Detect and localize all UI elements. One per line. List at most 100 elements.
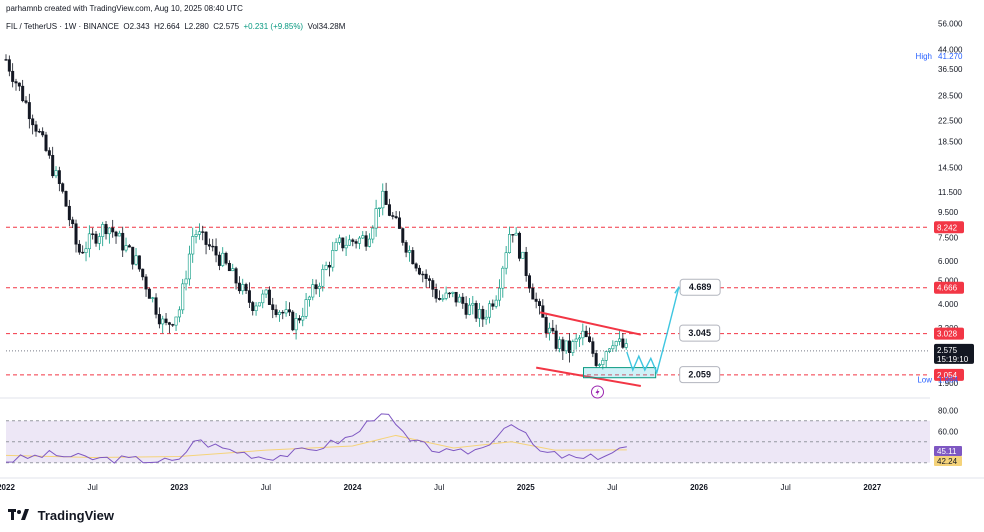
level-label-bg xyxy=(934,221,964,234)
rsi-tick-label: 60.00 xyxy=(938,427,959,436)
candle-body xyxy=(261,293,265,304)
high-value: H2.664 xyxy=(154,22,180,31)
candle-body xyxy=(244,284,248,291)
candle-body xyxy=(47,150,51,156)
candle-body xyxy=(237,282,241,292)
x-tick-label: Jul xyxy=(781,483,791,492)
candle-body xyxy=(287,309,291,313)
candle-body xyxy=(284,309,288,314)
candle-body xyxy=(461,296,465,304)
candle-body xyxy=(254,305,258,312)
candle-body xyxy=(441,298,445,300)
candle-body xyxy=(97,236,101,244)
candle-body xyxy=(514,232,518,236)
candle-body xyxy=(447,292,451,295)
x-tick-label: 2022 xyxy=(0,483,15,492)
candle-body xyxy=(387,204,391,216)
candle-body xyxy=(521,251,525,259)
candle-body xyxy=(557,339,561,349)
candle-body xyxy=(267,289,271,305)
close-value: C2.575 xyxy=(213,22,240,31)
candle-body xyxy=(57,170,61,184)
candle-body xyxy=(184,278,188,285)
candle-body xyxy=(87,233,91,250)
y-tick-label: 1.900 xyxy=(938,379,959,388)
candle-body xyxy=(541,305,545,318)
y-tick-label: 14.500 xyxy=(938,163,963,172)
candle-body xyxy=(297,318,301,321)
candle-body xyxy=(624,343,628,348)
candle-body xyxy=(404,242,408,253)
candle-body xyxy=(574,338,578,342)
candle-body xyxy=(307,296,311,300)
candle-body xyxy=(34,124,38,132)
rsi-value-bg xyxy=(934,446,962,456)
candle-body xyxy=(301,315,305,321)
candle-body xyxy=(581,330,585,339)
y-tick-label: 6.000 xyxy=(938,257,959,266)
candle-body xyxy=(367,238,371,247)
price-chart[interactable]: 56.000 44.000 36.500 28.500 22.500 18.500 14.5… xyxy=(0,0,984,496)
candle-body xyxy=(224,252,228,264)
change-value: +0.231 (+9.85%) xyxy=(243,22,304,31)
candle-body xyxy=(391,215,395,217)
candle-body xyxy=(217,254,221,266)
candle-body xyxy=(181,283,185,311)
candle-body xyxy=(564,340,568,352)
candle-body xyxy=(537,301,541,307)
target-label: 3.045 xyxy=(688,328,711,338)
volume-value: Vol34.28M xyxy=(307,22,346,31)
price-label-bg xyxy=(934,343,974,364)
footer: TradingView xyxy=(0,496,984,532)
candle-body xyxy=(211,245,215,248)
candle-body xyxy=(491,303,495,307)
candle-body xyxy=(231,268,235,272)
x-tick-label: Jul xyxy=(261,483,271,492)
x-tick-label: 2026 xyxy=(690,483,708,492)
candle-body xyxy=(227,262,231,272)
candle-body xyxy=(604,351,608,361)
candle-body xyxy=(464,303,468,315)
candle-body xyxy=(281,311,285,314)
candle-body xyxy=(397,217,401,229)
candle-body xyxy=(371,227,375,240)
candle-body xyxy=(51,155,55,177)
candle-body xyxy=(27,102,31,120)
tradingview-logo-icon xyxy=(8,509,30,524)
candle-body xyxy=(191,236,195,255)
candle-body xyxy=(341,237,345,249)
candle-body xyxy=(74,223,78,245)
x-tick-label: Jul xyxy=(88,483,98,492)
candle-body xyxy=(84,248,88,253)
candle-body xyxy=(374,208,378,229)
candle-body xyxy=(277,311,281,315)
x-tick-label: 2025 xyxy=(517,483,535,492)
high-label: High xyxy=(916,52,932,61)
candle-body xyxy=(567,340,571,353)
candle-body xyxy=(41,131,45,136)
candle-body xyxy=(337,237,341,243)
candle-body xyxy=(547,327,551,334)
candle-body xyxy=(187,253,191,280)
low-value: L2.280 xyxy=(184,22,209,31)
tradingview-brand[interactable]: TradingView xyxy=(8,508,114,524)
price-label: 2.575 xyxy=(937,346,958,355)
candle-body xyxy=(517,232,521,259)
symbol-label[interactable]: FIL / TetherUS · 1W · BINANCE xyxy=(6,22,119,31)
candle-body xyxy=(21,85,25,102)
candle-body xyxy=(611,345,615,350)
candle-body xyxy=(114,231,118,237)
candle-body xyxy=(241,284,245,292)
x-tick-label: 2027 xyxy=(863,483,881,492)
candle-body xyxy=(134,255,138,265)
candle-body xyxy=(427,278,431,281)
candle-body xyxy=(127,245,131,248)
candle-body xyxy=(164,318,168,323)
high-value: 41.270 xyxy=(938,52,963,61)
candle-body xyxy=(591,341,595,354)
ohlc-line: FIL / TetherUS · 1W · BINANCE O2.343 H2.… xyxy=(6,22,345,31)
support-zone xyxy=(583,367,657,379)
candle-body xyxy=(194,234,198,237)
y-tick-label: 22.500 xyxy=(938,117,963,126)
candle-body xyxy=(504,252,508,269)
